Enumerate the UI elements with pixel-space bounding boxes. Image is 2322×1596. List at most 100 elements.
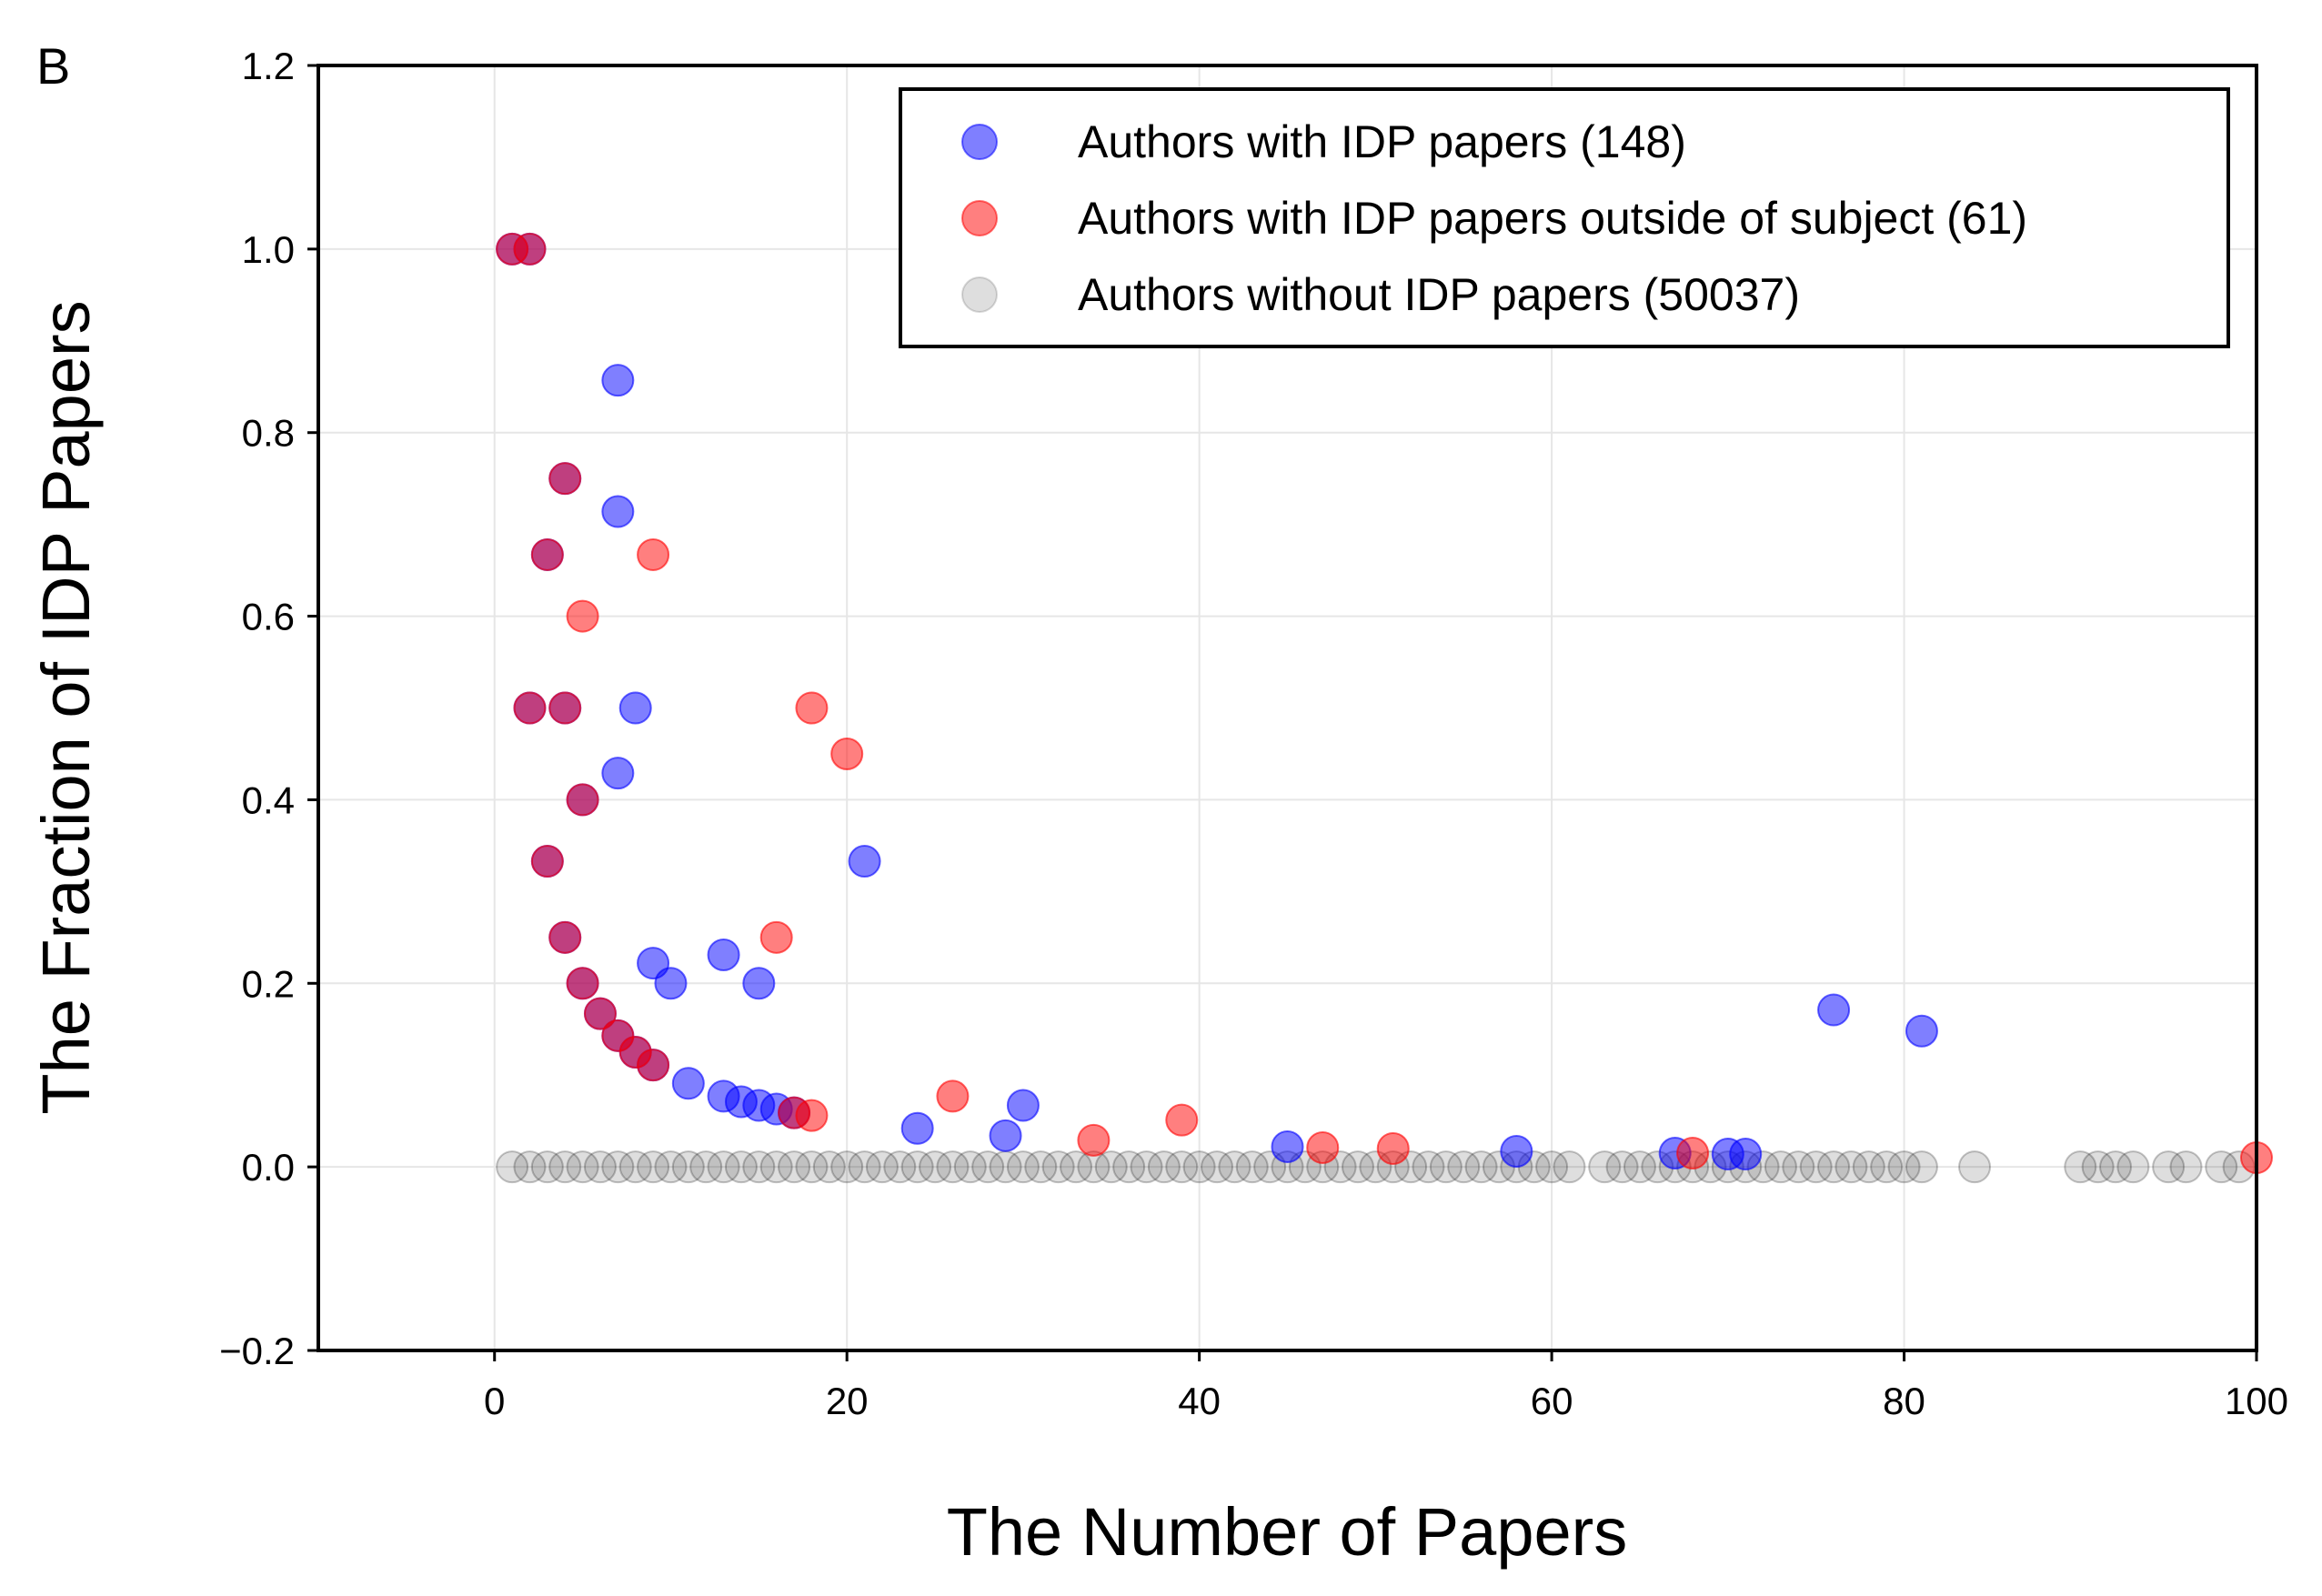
data-point bbox=[1676, 1137, 1710, 1170]
data-point bbox=[548, 920, 582, 954]
data-point bbox=[848, 1150, 881, 1184]
data-point bbox=[848, 845, 881, 878]
data-point bbox=[1412, 1150, 1445, 1184]
data-point bbox=[989, 1119, 1022, 1152]
x-axis-title: The Number of Papers bbox=[947, 1494, 1628, 1570]
data-point bbox=[778, 1150, 811, 1184]
data-point bbox=[671, 1150, 705, 1184]
data-point bbox=[1447, 1150, 1481, 1184]
legend-marker-outside-subject bbox=[961, 200, 998, 236]
x-tick-label: 60 bbox=[1531, 1380, 1573, 1422]
data-point bbox=[1094, 1150, 1128, 1184]
data-point bbox=[2169, 1150, 2203, 1184]
y-tick-label: 0.2 bbox=[242, 962, 295, 1005]
data-point bbox=[936, 1079, 970, 1113]
data-point bbox=[637, 537, 670, 571]
data-point bbox=[1500, 1134, 1533, 1168]
x-tick-label: 40 bbox=[1178, 1380, 1221, 1422]
data-point bbox=[707, 938, 740, 971]
data-point bbox=[1817, 1150, 1851, 1184]
data-point bbox=[654, 967, 688, 1000]
data-point bbox=[1958, 1150, 1992, 1184]
data-point bbox=[830, 1150, 864, 1184]
y-tick-label: 1.0 bbox=[242, 228, 295, 271]
data-point bbox=[1870, 1150, 1904, 1184]
series-authors-without-idp-papers bbox=[496, 1150, 2256, 1184]
plot-frame bbox=[317, 64, 2258, 1352]
data-point bbox=[707, 1150, 740, 1184]
y-axis-title: The Fraction of IDP Papers bbox=[28, 300, 104, 1114]
x-tick-label: 80 bbox=[1883, 1380, 1925, 1422]
data-point bbox=[883, 1150, 917, 1184]
data-point bbox=[1130, 1150, 1163, 1184]
panel-label: B bbox=[36, 37, 70, 95]
data-point bbox=[1077, 1123, 1111, 1157]
data-point bbox=[548, 691, 582, 725]
data-point bbox=[2205, 1150, 2238, 1184]
data-point bbox=[530, 845, 564, 878]
data-point bbox=[936, 1150, 970, 1184]
data-point bbox=[618, 1150, 652, 1184]
data-point bbox=[513, 1150, 547, 1184]
legend-label-outside-subject: Authors with IDP papers outside of subje… bbox=[1078, 193, 2027, 244]
data-point bbox=[1024, 1150, 1058, 1184]
data-point bbox=[1764, 1150, 1797, 1184]
data-point bbox=[953, 1150, 987, 1184]
data-point bbox=[689, 1150, 723, 1184]
data-point bbox=[2116, 1150, 2150, 1184]
data-point bbox=[671, 1067, 705, 1100]
data-point bbox=[566, 599, 599, 633]
y-tick-label: 0.6 bbox=[242, 596, 295, 638]
data-point bbox=[566, 1150, 599, 1184]
data-point bbox=[601, 1150, 635, 1184]
data-point bbox=[566, 967, 599, 1000]
series-authors-with-idp-papers bbox=[496, 232, 1938, 1171]
data-point bbox=[2152, 1150, 2186, 1184]
data-point bbox=[530, 1150, 564, 1184]
data-point bbox=[2064, 1150, 2097, 1184]
data-point bbox=[1553, 1150, 1586, 1184]
y-tick-label: −0.2 bbox=[219, 1330, 295, 1372]
data-point bbox=[601, 364, 635, 397]
data-point bbox=[1905, 1014, 1938, 1048]
data-point bbox=[1006, 1150, 1040, 1184]
data-point bbox=[1306, 1130, 1340, 1164]
data-point bbox=[1429, 1150, 1463, 1184]
data-point bbox=[1376, 1131, 1410, 1165]
data-point bbox=[1147, 1150, 1181, 1184]
data-point bbox=[583, 1150, 617, 1184]
data-point bbox=[618, 691, 652, 725]
data-point bbox=[1006, 1089, 1040, 1122]
data-point bbox=[496, 1150, 529, 1184]
data-point bbox=[812, 1150, 846, 1184]
legend: Authors with IDP papers (148) Authors wi… bbox=[899, 87, 2230, 348]
data-point bbox=[654, 1150, 688, 1184]
data-point bbox=[1588, 1150, 1622, 1184]
data-point bbox=[971, 1150, 1005, 1184]
series-authors-with-idp-papers-outside-of-subject bbox=[496, 232, 2273, 1175]
data-point bbox=[900, 1150, 934, 1184]
data-point bbox=[1218, 1150, 1251, 1184]
data-point bbox=[1041, 1150, 1075, 1184]
data-point bbox=[1060, 1150, 1093, 1184]
legend-frame bbox=[899, 87, 2230, 348]
data-point bbox=[724, 1150, 758, 1184]
data-point bbox=[1165, 1103, 1199, 1137]
legend-label-with-idp: Authors with IDP papers (148) bbox=[1078, 116, 1686, 167]
data-point bbox=[1341, 1150, 1374, 1184]
data-point bbox=[601, 757, 635, 790]
y-tick-label: 0.4 bbox=[242, 778, 295, 821]
data-point bbox=[583, 997, 617, 1030]
data-point bbox=[795, 691, 829, 725]
data-point bbox=[1112, 1150, 1146, 1184]
data-point bbox=[1817, 993, 1851, 1027]
data-point bbox=[601, 495, 635, 528]
data-point bbox=[2081, 1150, 2115, 1184]
data-point bbox=[1623, 1150, 1656, 1184]
y-tick-label: 0.0 bbox=[242, 1146, 295, 1189]
y-tick-label: 1.2 bbox=[242, 45, 295, 87]
legend-label-without-idp: Authors without IDP papers (50037) bbox=[1078, 269, 1800, 320]
data-point bbox=[1165, 1150, 1199, 1184]
data-point bbox=[566, 783, 599, 817]
data-point bbox=[742, 1150, 776, 1184]
